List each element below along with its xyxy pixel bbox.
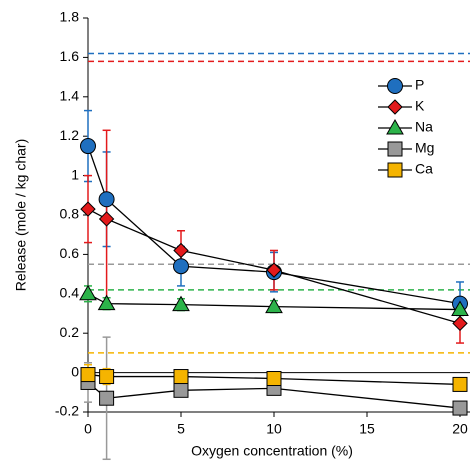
- x-tick-label: 0: [84, 421, 92, 437]
- marker: [98, 191, 115, 208]
- x-axis-label: Oxygen concentration (%): [191, 443, 353, 459]
- marker: [266, 371, 282, 387]
- marker: [80, 201, 96, 217]
- marker: [99, 390, 115, 406]
- marker: [173, 369, 189, 385]
- y-tick-label: 0.2: [60, 324, 80, 340]
- marker: [452, 315, 468, 332]
- marker: [172, 295, 190, 312]
- x-tick-label: 5: [177, 421, 185, 437]
- marker: [99, 369, 115, 385]
- marker: [387, 78, 403, 94]
- marker: [173, 382, 189, 398]
- legend-label: P: [415, 77, 424, 93]
- y-tick-label: 1.6: [60, 48, 80, 64]
- marker: [387, 141, 403, 157]
- marker: [80, 138, 96, 155]
- x-tick-label: 15: [359, 421, 375, 437]
- marker: [98, 211, 115, 227]
- x-tick-label: 10: [266, 421, 282, 437]
- legend-label: Ca: [415, 161, 433, 177]
- y-tick-label: 0: [71, 363, 79, 379]
- marker: [451, 300, 469, 317]
- marker: [79, 284, 97, 301]
- marker: [265, 297, 283, 314]
- y-tick-label: 0.6: [60, 245, 80, 261]
- y-tick-label: 1.2: [60, 127, 80, 143]
- marker: [97, 294, 116, 311]
- y-axis-label: Release (mole / kg char): [13, 139, 29, 292]
- marker: [452, 376, 468, 392]
- marker: [452, 400, 468, 416]
- y-tick-label: 0.4: [60, 285, 80, 301]
- marker: [80, 367, 96, 383]
- marker: [173, 258, 189, 275]
- legend-label: Mg: [415, 140, 434, 156]
- legend-label: K: [415, 98, 425, 114]
- y-tick-label: 1.8: [60, 9, 80, 25]
- y-tick-label: 1: [71, 166, 79, 182]
- marker: [386, 118, 404, 135]
- y-tick-label: 0.8: [60, 206, 80, 222]
- marker: [173, 242, 189, 259]
- y-tick-label: 1.4: [60, 88, 80, 104]
- x-tick-label: 20: [452, 421, 468, 437]
- marker: [266, 262, 282, 278]
- y-tick-label: -0.2: [55, 403, 79, 419]
- marker: [387, 162, 403, 178]
- marker: [387, 99, 403, 115]
- legend-label: Na: [415, 119, 433, 135]
